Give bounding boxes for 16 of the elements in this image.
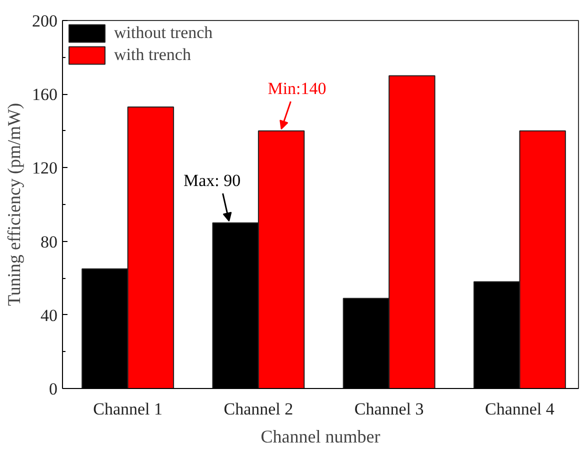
y-tick-label: 200 bbox=[32, 12, 58, 30]
y-tick-label: 160 bbox=[32, 85, 58, 104]
y-tick-label: 0 bbox=[49, 380, 58, 398]
x-tick-label: Channel 2 bbox=[224, 400, 294, 418]
legend-label: without trench bbox=[114, 23, 213, 43]
x-axis-title: Channel number bbox=[260, 426, 380, 446]
x-tick-label: Channel 4 bbox=[485, 400, 555, 418]
y-tick-label: 40 bbox=[40, 306, 58, 325]
x-tick-label: Channel 1 bbox=[93, 400, 163, 418]
x-tick-label: Channel 3 bbox=[354, 400, 424, 418]
annotation: Min:140 bbox=[268, 78, 326, 98]
annotation: Max: 90 bbox=[184, 170, 241, 190]
y-tick-label: 80 bbox=[40, 232, 58, 252]
y-tick-label: 120 bbox=[32, 158, 58, 178]
y-axis-title: Tuning efficiency (pm/mW) bbox=[4, 103, 24, 306]
legend-label: with trench bbox=[114, 45, 191, 65]
